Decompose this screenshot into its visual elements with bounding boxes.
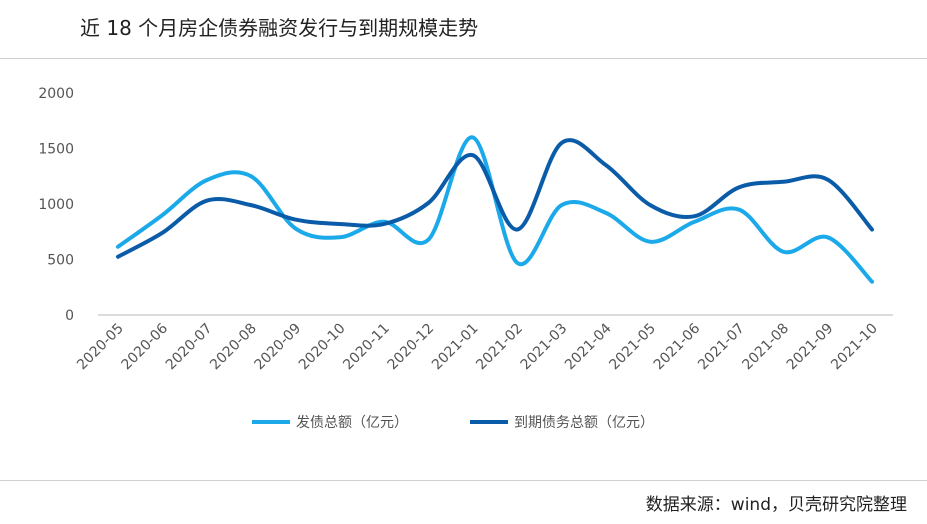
legend-label-1: 发债总额（亿元） — [296, 415, 408, 431]
x-tick-label: 2021-08 — [739, 321, 792, 374]
x-tick-label: 2021-03 — [518, 321, 571, 374]
page-title: 近 18 个月房企债券融资发行与到期规模走势 — [80, 16, 479, 40]
legend-label-2: 到期债务总额（亿元） — [514, 415, 654, 431]
x-tick-label: 2021-06 — [651, 320, 704, 373]
x-tick-label: 2021-10 — [828, 321, 881, 374]
y-tick-label: 0 — [65, 308, 74, 324]
x-tick-label: 2021-01 — [429, 321, 482, 374]
x-tick-label: 2020-10 — [296, 321, 349, 374]
x-tick-label: 2021-04 — [562, 320, 615, 373]
x-tick-label: 2020-05 — [74, 321, 127, 374]
x-tick-label: 2021-05 — [606, 321, 659, 374]
divider-top — [0, 58, 927, 59]
x-tick-label: 2020-11 — [340, 321, 393, 374]
y-tick-label: 500 — [47, 253, 74, 269]
x-tick-label: 2020-06 — [119, 320, 172, 373]
y-tick-label: 2000 — [38, 86, 74, 102]
series-line-1 — [116, 135, 874, 284]
x-tick-label: 2020-08 — [207, 321, 260, 374]
divider-bottom — [0, 480, 927, 481]
y-tick-label: 1500 — [38, 142, 74, 158]
x-tick-label: 2020-12 — [385, 321, 438, 374]
y-tick-label: 1000 — [38, 197, 74, 213]
x-tick-label: 2021-09 — [784, 321, 837, 374]
source-note: 数据来源：wind，贝壳研究院整理 — [645, 495, 907, 515]
x-tick-label: 2020-09 — [252, 321, 305, 374]
series-line-2 — [116, 138, 874, 259]
x-tick-label: 2021-07 — [695, 321, 748, 374]
x-tick-label: 2021-02 — [473, 321, 526, 374]
x-tick-label: 2020-07 — [163, 321, 216, 374]
